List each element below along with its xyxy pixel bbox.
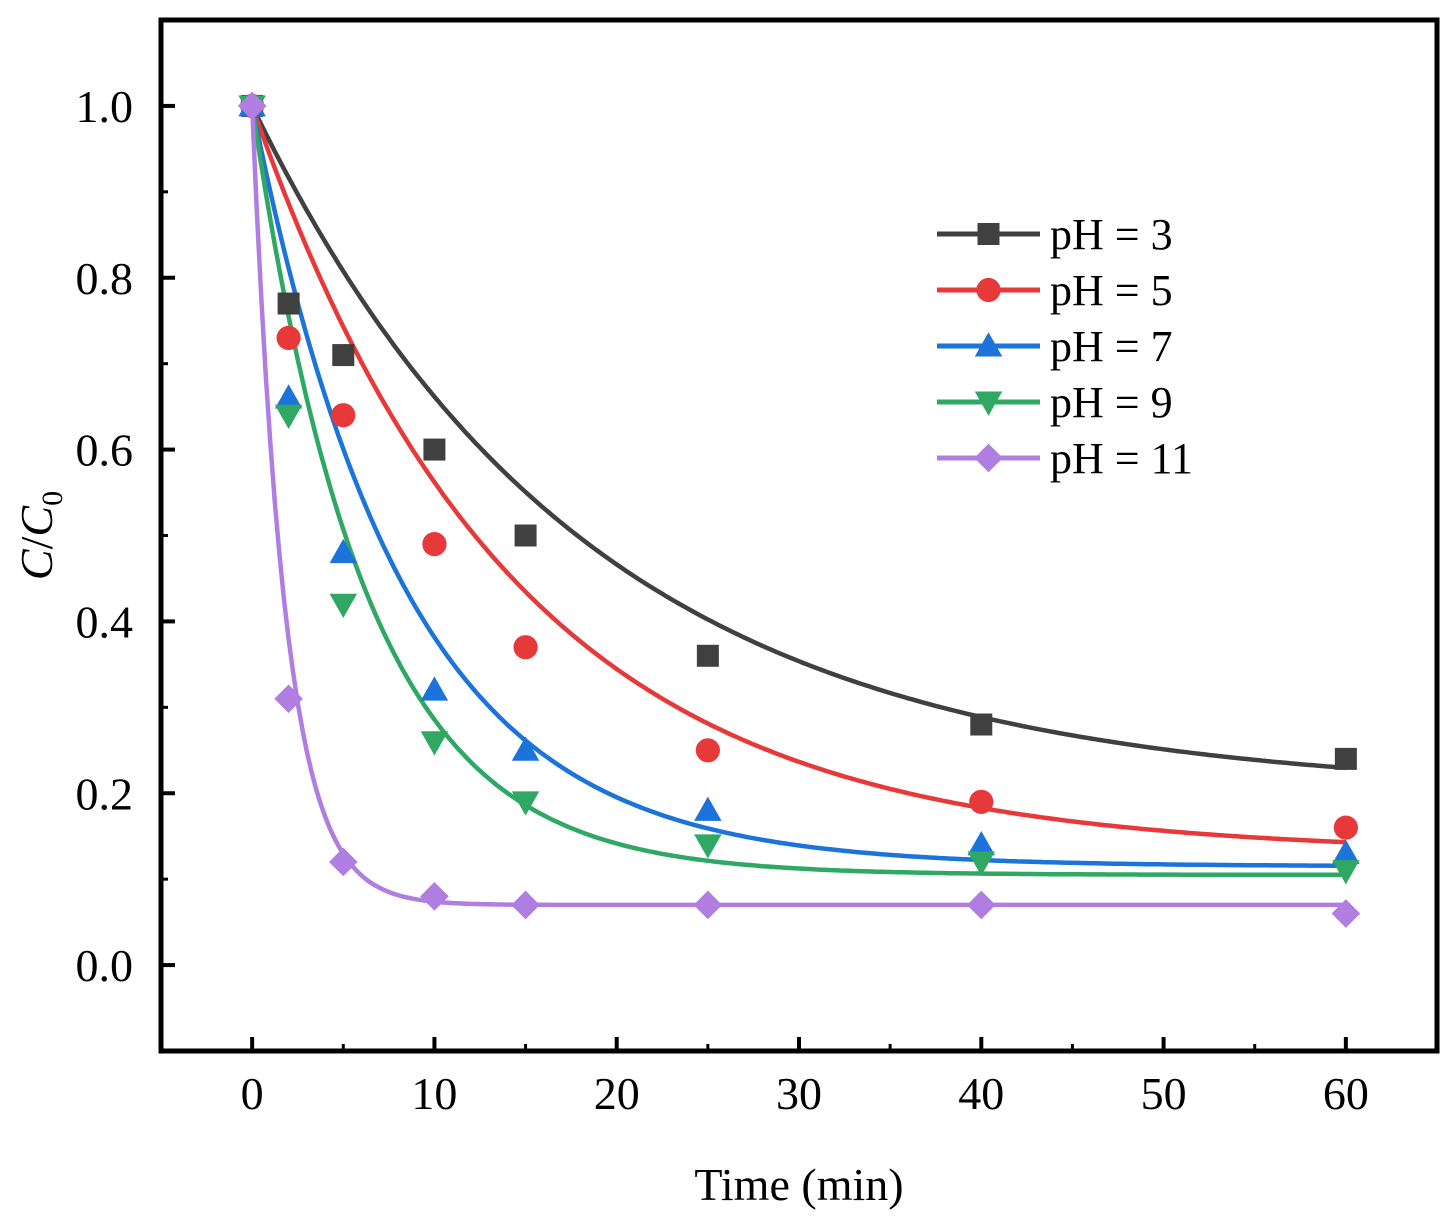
data-point-series-2 bbox=[274, 384, 303, 409]
data-point-series-2 bbox=[329, 538, 358, 564]
fit-curve-series-4 bbox=[249, 105, 1346, 908]
data-point-series-4 bbox=[693, 890, 723, 920]
x-axis-title: Time (min) bbox=[694, 1159, 903, 1210]
y-tick-label: 0.2 bbox=[76, 768, 134, 819]
data-point-series-4 bbox=[1331, 899, 1361, 928]
y-axis-title-subscript: 0 bbox=[36, 491, 69, 506]
data-point-series-0 bbox=[277, 292, 300, 315]
svg-text:C/C0: C/C0 bbox=[11, 491, 69, 580]
data-point-series-1 bbox=[513, 635, 538, 660]
data-point-series-1 bbox=[331, 403, 356, 428]
data-markers bbox=[237, 91, 1361, 928]
fit-curve-series-1 bbox=[249, 105, 1346, 845]
tick-labels: 0 10 20 30 40 50 60 0.0 0.2 0.4 0.6 0.8 1.0 bbox=[76, 81, 1369, 1119]
data-point-series-0 bbox=[1334, 747, 1357, 770]
data-point-series-0 bbox=[696, 644, 719, 667]
x-tick-label: 20 bbox=[594, 1068, 640, 1119]
data-point-series-2 bbox=[420, 676, 449, 701]
x-tick-label: 10 bbox=[411, 1068, 457, 1119]
legend-marker-series-1 bbox=[976, 277, 1001, 303]
legend: pH = 3 pH = 5 pH = 7 pH = 9 pH = 11 bbox=[937, 210, 1193, 483]
x-tick-label: 60 bbox=[1323, 1068, 1369, 1119]
data-point-series-4 bbox=[966, 890, 996, 920]
plot-frame bbox=[158, 17, 1440, 1054]
fit-curve-series-0 bbox=[250, 104, 1347, 771]
data-point-series-3 bbox=[1332, 860, 1360, 885]
data-point-series-3 bbox=[420, 731, 449, 756]
data-point-series-0 bbox=[970, 713, 993, 736]
data-point-series-1 bbox=[1333, 815, 1358, 840]
legend-label-series-2: pH = 7 bbox=[1050, 322, 1173, 371]
data-point-series-4 bbox=[328, 847, 358, 877]
data-point-series-3 bbox=[967, 851, 996, 876]
axis-ticks bbox=[161, 103, 1348, 1053]
legend-label-series-4: pH = 11 bbox=[1050, 434, 1193, 483]
y-tick-label: 0.8 bbox=[76, 253, 134, 304]
data-point-series-4 bbox=[511, 890, 540, 920]
legend-label-series-0: pH = 3 bbox=[1050, 210, 1173, 259]
data-point-series-1 bbox=[695, 738, 720, 763]
y-axis-title-c0: C bbox=[11, 505, 62, 537]
y-axis-title: C/C0 bbox=[11, 491, 69, 580]
y-axis-title-c: C bbox=[11, 548, 62, 580]
data-point-series-1 bbox=[422, 531, 447, 557]
data-point-series-2 bbox=[511, 736, 540, 761]
y-tick-label: 1.0 bbox=[76, 81, 134, 132]
data-point-series-4 bbox=[420, 882, 449, 911]
data-point-series-3 bbox=[274, 404, 303, 429]
y-axis-title-slash: / bbox=[11, 536, 62, 549]
x-tick-label: 0 bbox=[241, 1068, 264, 1119]
fit-curves bbox=[249, 104, 1347, 908]
data-point-series-3 bbox=[511, 791, 540, 816]
y-tick-label: 0.6 bbox=[76, 425, 134, 476]
data-point-series-0 bbox=[423, 438, 446, 461]
fit-curve-series-3 bbox=[249, 105, 1346, 878]
data-point-series-1 bbox=[276, 325, 301, 350]
data-point-series-2 bbox=[1332, 839, 1360, 864]
legend-marker-series-2 bbox=[974, 332, 1003, 357]
data-point-series-0 bbox=[332, 344, 355, 367]
legend-marker-series-0 bbox=[977, 223, 1000, 245]
legend-label-series-1: pH = 5 bbox=[1050, 266, 1173, 315]
legend-marker-series-3 bbox=[974, 391, 1003, 416]
y-tick-label: 0.0 bbox=[76, 940, 134, 991]
legend-label-series-3: pH = 9 bbox=[1050, 378, 1173, 427]
data-point-series-4 bbox=[274, 684, 303, 714]
data-point-series-4 bbox=[237, 91, 267, 121]
data-point-series-2 bbox=[967, 831, 996, 856]
x-tick-label: 40 bbox=[958, 1068, 1004, 1119]
data-point-series-3 bbox=[329, 593, 358, 618]
data-point-series-3 bbox=[694, 834, 722, 859]
y-tick-label: 0.4 bbox=[76, 596, 134, 647]
data-point-series-1 bbox=[969, 789, 994, 814]
data-point-series-2 bbox=[694, 796, 722, 821]
legend-marker-series-4 bbox=[974, 443, 1003, 473]
fit-curve-series-2 bbox=[249, 105, 1346, 868]
x-tick-label: 50 bbox=[1141, 1068, 1187, 1119]
data-point-series-0 bbox=[514, 524, 537, 547]
x-tick-label: 30 bbox=[776, 1068, 822, 1119]
